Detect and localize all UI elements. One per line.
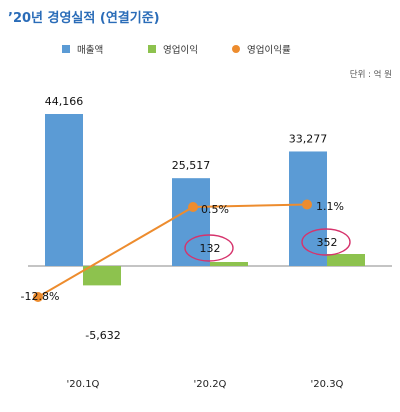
labels-group: 44,166 25,517 33,277 -5,632 132 352 -12.8% 0.5%… [21, 95, 351, 342]
highlight-circle [301, 228, 351, 256]
bars-group [45, 114, 365, 286]
operating-profit-value-label: -5,632 [85, 329, 120, 342]
margin-line-group [33, 199, 312, 302]
operating-profit-bar [210, 262, 248, 266]
legend-swatch-0 [62, 45, 70, 53]
legend-marker-margin [232, 45, 240, 53]
legend: 매출액 영업이익 영업이익률 [62, 44, 291, 56]
margin-value-label: -12.8% [21, 290, 60, 303]
x-axis-ticks: '20.1Q '20.2Q '20.3Q [67, 379, 344, 390]
margin-point [302, 199, 312, 210]
operating-profit-value-label: 352 [317, 236, 338, 249]
operating-profit-value-label: 132 [200, 242, 221, 255]
revenue-value-label: 44,166 [45, 95, 84, 108]
revenue-bar [45, 114, 83, 266]
highlight-circle [184, 234, 234, 262]
legend-swatch-1 [148, 45, 156, 53]
revenue-value-label: 33,277 [289, 132, 328, 145]
margin-point [188, 202, 198, 212]
unit-label: 단위 : 억 원 [350, 69, 392, 80]
chart-title: ’20년 경영실적 (연결기준) [8, 10, 160, 26]
x-tick-label: '20.1Q [67, 379, 100, 390]
operating-profit-bar [327, 254, 365, 266]
margin-value-label: 0.5% [201, 203, 229, 216]
margin-value-label: 1.1% [316, 200, 344, 213]
revenue-value-label: 25,517 [172, 159, 211, 172]
legend-label-0: 매출액 [77, 44, 103, 56]
legend-label-1: 영업이익 [163, 44, 198, 56]
revenue-bar [172, 178, 210, 266]
x-tick-label: '20.3Q [311, 379, 344, 390]
legend-label-2: 영업이익률 [247, 44, 291, 56]
operating-profit-bar [83, 266, 121, 286]
x-tick-label: '20.2Q [194, 379, 227, 390]
margin-point [33, 292, 43, 302]
